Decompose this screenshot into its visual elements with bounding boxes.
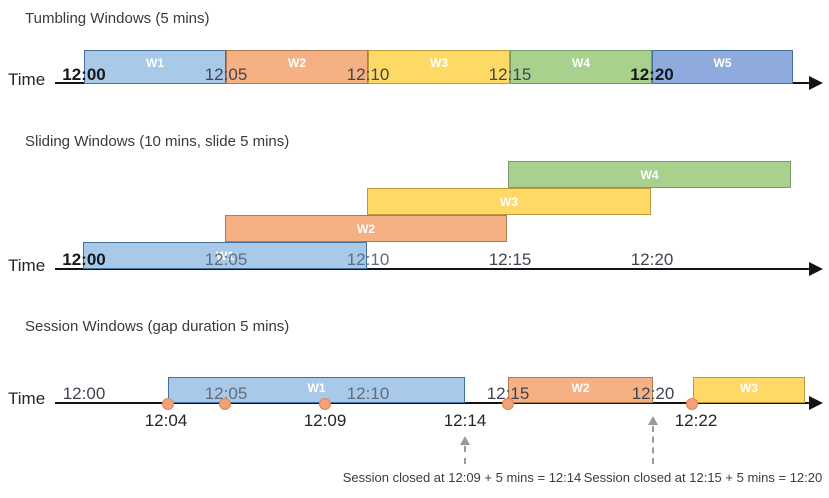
window-label: W2: [357, 221, 375, 236]
session-window-w3: W3: [693, 377, 805, 403]
window-label: W3: [500, 194, 518, 209]
window-label: W5: [713, 56, 732, 70]
session-close-annotation: Session closed at 12:09 + 5 mins = 12:14: [342, 470, 582, 485]
window-label: W1: [146, 56, 164, 70]
tick-label: 12:10: [346, 250, 390, 269]
event-time-label: 12:22: [674, 411, 718, 430]
session-close-annotation: Session closed at 12:15 + 5 mins = 12:20: [583, 470, 823, 485]
session-timeline: [55, 402, 811, 404]
tumbling-window-w4: W4: [510, 50, 652, 84]
sliding-window-w1: W1: [83, 242, 367, 269]
tumbling-section-title: Tumbling Windows (5 mins): [25, 10, 210, 27]
tick-label: 12:05: [204, 65, 248, 84]
tick-label: 12:05: [204, 250, 248, 269]
window-label: W4: [640, 167, 659, 182]
sliding-window-w3: W3: [367, 188, 651, 215]
window-label: W2: [288, 56, 306, 70]
session-section-title: Session Windows (gap duration 5 mins): [25, 318, 290, 335]
window-label: W1: [216, 248, 234, 263]
session-timeline-arrowhead-icon: [809, 396, 823, 410]
dashed-arrow-shaft: [652, 426, 654, 464]
window-label: W2: [571, 381, 590, 395]
event-time-label: 12:04: [144, 411, 188, 430]
event-dot: [219, 398, 231, 410]
session-window-w2: W2: [508, 377, 653, 403]
event-time-label: 12:14: [443, 411, 487, 430]
tick-label: 12:15: [488, 250, 532, 269]
event-dot: [686, 398, 698, 410]
session-time-axis-label: Time: [8, 389, 46, 408]
tick-label: 12:20: [631, 384, 675, 403]
tumbling-window-w5: W5: [652, 50, 793, 84]
tick-label: 12:00: [62, 250, 106, 269]
tumbling-timeline-arrowhead-icon: [809, 76, 823, 90]
window-label: W1: [307, 381, 326, 395]
tick-label: 12:10: [346, 384, 390, 403]
tick-label: 12:05: [204, 384, 248, 403]
tumbling-window-w3: W3: [368, 50, 510, 84]
tick-label: 12:10: [346, 65, 390, 84]
event-dot: [162, 398, 174, 410]
window-label: W3: [430, 56, 448, 70]
tick-label: 12:15: [488, 65, 532, 84]
tick-label: 12:00: [62, 384, 106, 403]
sliding-time-axis-label: Time: [8, 256, 46, 275]
session-window-w1: W1: [168, 377, 465, 403]
dashed-arrow-up-icon: [460, 436, 470, 445]
tumbling-window-w1: W1: [84, 50, 226, 84]
window-label: W4: [572, 56, 590, 70]
sliding-section-title: Sliding Windows (10 mins, slide 5 mins): [25, 133, 290, 150]
sliding-timeline-arrowhead-icon: [809, 262, 823, 276]
tumbling-time-axis-label: Time: [8, 70, 46, 89]
window-label: W3: [740, 381, 758, 395]
tick-label: 12:20: [630, 250, 674, 269]
event-dot: [319, 398, 331, 410]
dashed-arrow-up-icon: [648, 416, 658, 425]
tumbling-window-w2: W2: [226, 50, 368, 84]
sliding-window-w2: W2: [225, 215, 507, 242]
tick-label: 12:20: [630, 65, 674, 84]
event-time-label: 12:09: [303, 411, 347, 430]
dashed-arrow-shaft: [464, 446, 466, 464]
event-dot: [502, 398, 514, 410]
sliding-timeline: [55, 268, 811, 270]
tick-label: 12:15: [486, 384, 530, 403]
sliding-window-w4: W4: [508, 161, 791, 188]
tick-label: 12:00: [62, 65, 106, 84]
